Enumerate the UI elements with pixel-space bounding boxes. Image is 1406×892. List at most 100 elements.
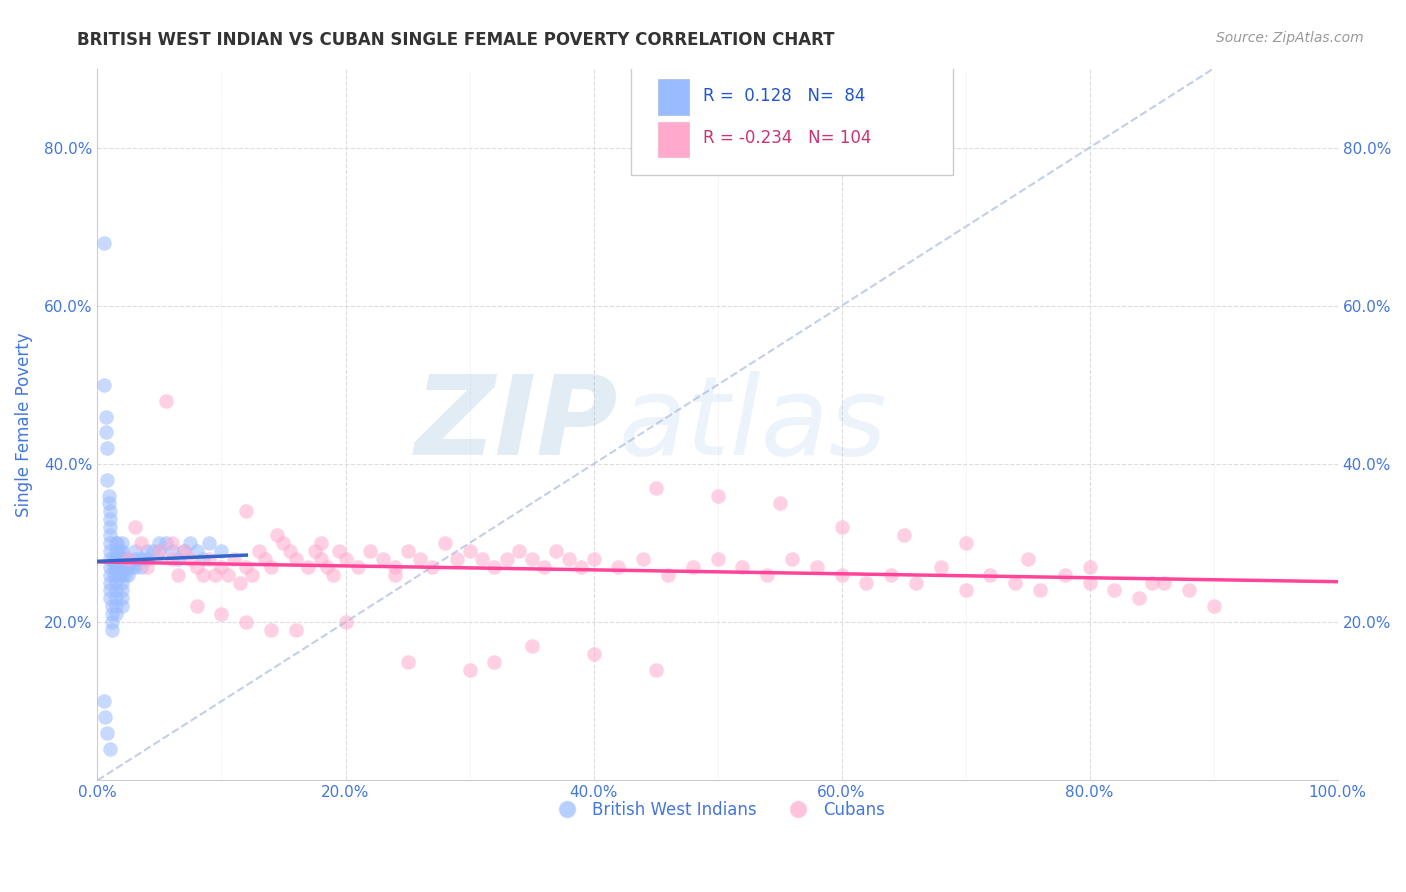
Point	[105, 607, 128, 622]
Point	[582, 552, 605, 566]
Point	[111, 575, 134, 590]
Point	[309, 536, 332, 550]
Point	[831, 520, 853, 534]
Point	[101, 623, 124, 637]
Point	[904, 575, 927, 590]
Y-axis label: Single Female Poverty: Single Female Poverty	[15, 332, 32, 516]
Point	[93, 694, 115, 708]
Point	[211, 607, 233, 622]
Point	[316, 559, 339, 574]
Point	[98, 591, 121, 606]
Point	[1053, 567, 1076, 582]
Point	[706, 489, 728, 503]
Point	[117, 559, 139, 574]
Point	[278, 544, 301, 558]
Point	[347, 559, 370, 574]
Point	[117, 552, 139, 566]
Point	[94, 710, 117, 724]
Point	[105, 536, 128, 550]
Point	[458, 663, 481, 677]
Point	[97, 489, 120, 503]
Point	[148, 544, 170, 558]
Point	[222, 552, 245, 566]
Point	[304, 544, 326, 558]
Point	[173, 544, 195, 558]
Point	[284, 552, 307, 566]
Point	[546, 544, 568, 558]
Point	[186, 559, 208, 574]
Point	[247, 544, 270, 558]
Point	[148, 544, 170, 558]
Point	[96, 425, 118, 440]
Point	[198, 536, 221, 550]
Point	[98, 567, 121, 582]
Point	[1078, 559, 1101, 574]
Point	[409, 552, 432, 566]
Point	[101, 615, 124, 629]
Point	[211, 544, 233, 558]
Point	[657, 567, 679, 582]
Point	[124, 544, 146, 558]
Point	[855, 575, 877, 590]
Point	[148, 536, 170, 550]
Point	[105, 544, 128, 558]
Point	[111, 599, 134, 614]
Point	[384, 567, 406, 582]
Point	[533, 559, 555, 574]
Legend: British West Indians, Cubans: British West Indians, Cubans	[544, 794, 891, 825]
Point	[756, 567, 779, 582]
Point	[129, 559, 152, 574]
Text: R = -0.234   N= 104: R = -0.234 N= 104	[703, 129, 872, 147]
Point	[155, 536, 177, 550]
Point	[484, 655, 506, 669]
Point	[309, 552, 332, 566]
Point	[97, 496, 120, 510]
Point	[260, 623, 283, 637]
Point	[129, 552, 152, 566]
Point	[644, 481, 666, 495]
Point	[98, 528, 121, 542]
Point	[111, 544, 134, 558]
Point	[96, 441, 118, 455]
Point	[179, 552, 201, 566]
Point	[235, 615, 257, 629]
Point	[253, 552, 276, 566]
Point	[160, 536, 183, 550]
Point	[191, 567, 214, 582]
Point	[204, 567, 226, 582]
Point	[495, 552, 517, 566]
Point	[558, 552, 581, 566]
Point	[471, 552, 494, 566]
Point	[1078, 575, 1101, 590]
Point	[96, 409, 118, 424]
Point	[111, 559, 134, 574]
Point	[768, 496, 790, 510]
Point	[1153, 575, 1175, 590]
Point	[129, 536, 152, 550]
FancyBboxPatch shape	[631, 65, 953, 176]
Point	[98, 512, 121, 526]
Point	[273, 536, 295, 550]
Point	[108, 552, 131, 566]
Point	[167, 552, 190, 566]
Point	[1202, 599, 1225, 614]
Point	[359, 544, 381, 558]
Point	[284, 623, 307, 637]
Point	[880, 567, 903, 582]
Point	[371, 552, 394, 566]
Point	[121, 559, 143, 574]
Point	[520, 552, 543, 566]
Text: atlas: atlas	[619, 371, 887, 478]
Point	[108, 559, 131, 574]
Point	[96, 726, 118, 740]
Point	[111, 552, 134, 566]
Point	[607, 559, 630, 574]
Point	[211, 559, 233, 574]
Point	[235, 504, 257, 518]
Point	[111, 583, 134, 598]
Point	[191, 552, 214, 566]
Point	[136, 544, 159, 558]
Point	[101, 607, 124, 622]
Point	[98, 536, 121, 550]
FancyBboxPatch shape	[658, 122, 689, 158]
